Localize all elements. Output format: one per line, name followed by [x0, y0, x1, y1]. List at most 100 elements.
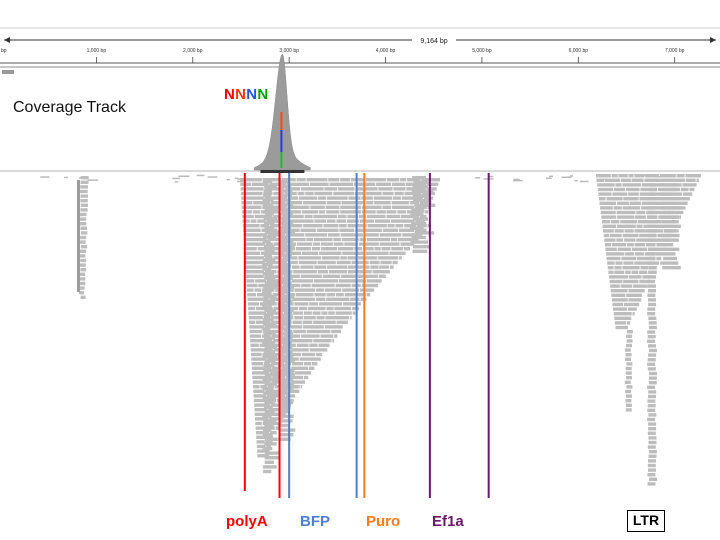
- read: [661, 178, 677, 182]
- read: [648, 454, 657, 458]
- read: [392, 205, 415, 209]
- read: [354, 191, 365, 196]
- read: [626, 394, 632, 398]
- read: [305, 233, 327, 237]
- read: [338, 187, 355, 191]
- read: [288, 389, 300, 393]
- read: [625, 252, 635, 256]
- read: [77, 180, 80, 292]
- read: [625, 371, 632, 375]
- read: [326, 293, 336, 297]
- read: [513, 178, 520, 181]
- read: [333, 191, 354, 196]
- read: [352, 306, 360, 311]
- read: [415, 228, 427, 232]
- read: [278, 276, 293, 280]
- read: [263, 216, 278, 221]
- read: [614, 316, 632, 320]
- read: [256, 293, 272, 297]
- read: [617, 247, 631, 251]
- read: [250, 339, 273, 343]
- read: [324, 288, 342, 292]
- read: [373, 196, 393, 200]
- read: [282, 224, 303, 228]
- read: [631, 247, 648, 251]
- read: [597, 187, 613, 192]
- read: [283, 274, 301, 278]
- read: [255, 431, 270, 435]
- read: [616, 210, 636, 215]
- read: [663, 174, 675, 178]
- read: [639, 233, 657, 238]
- read: [660, 192, 673, 196]
- read: [253, 398, 277, 403]
- read: [622, 266, 640, 270]
- read: [623, 197, 639, 201]
- read: [647, 482, 656, 486]
- read: [80, 226, 88, 230]
- read: [40, 176, 50, 178]
- read: [653, 238, 671, 242]
- read: [268, 408, 280, 412]
- read: [333, 237, 341, 242]
- read: [648, 436, 657, 440]
- read: [279, 230, 295, 234]
- read: [359, 219, 375, 223]
- read: [341, 274, 357, 278]
- read: [242, 214, 254, 219]
- read: [343, 302, 361, 306]
- read: [397, 210, 407, 214]
- read: [600, 206, 613, 210]
- read: [80, 194, 88, 198]
- read: [512, 179, 523, 182]
- read: [336, 260, 351, 265]
- read: [628, 275, 642, 279]
- read: [301, 251, 319, 255]
- read: [652, 229, 664, 233]
- read: [248, 316, 263, 320]
- read: [263, 299, 276, 303]
- read: [647, 312, 656, 316]
- read: [291, 279, 314, 283]
- read: [263, 336, 276, 340]
- read: [654, 261, 659, 265]
- read: [647, 335, 656, 339]
- read: [263, 350, 275, 354]
- read: [80, 263, 86, 267]
- read: [262, 433, 273, 437]
- read: [248, 306, 256, 311]
- read: [361, 283, 378, 288]
- read: [312, 311, 321, 315]
- read: [636, 224, 643, 228]
- read: [344, 242, 358, 246]
- read: [335, 283, 351, 288]
- read: [411, 189, 434, 194]
- read: [240, 178, 262, 182]
- read: [609, 275, 628, 279]
- read: [352, 311, 356, 315]
- read: [291, 348, 309, 352]
- read: [648, 321, 657, 325]
- read: [334, 334, 338, 338]
- read: [279, 295, 295, 299]
- read: [374, 219, 391, 223]
- read: [325, 205, 340, 209]
- read: [648, 459, 656, 463]
- read: [625, 403, 632, 407]
- read: [279, 419, 293, 423]
- read: [351, 260, 369, 265]
- read: [267, 311, 284, 315]
- read: [361, 196, 373, 200]
- read: [273, 348, 291, 352]
- read: [647, 243, 656, 247]
- read: [328, 311, 335, 315]
- read: [405, 182, 426, 186]
- read: [278, 216, 290, 221]
- read: [413, 180, 429, 184]
- read: [301, 187, 324, 191]
- read: [294, 288, 316, 292]
- read: [634, 215, 646, 219]
- read: [620, 220, 637, 224]
- read: [382, 205, 392, 209]
- read: [264, 207, 278, 211]
